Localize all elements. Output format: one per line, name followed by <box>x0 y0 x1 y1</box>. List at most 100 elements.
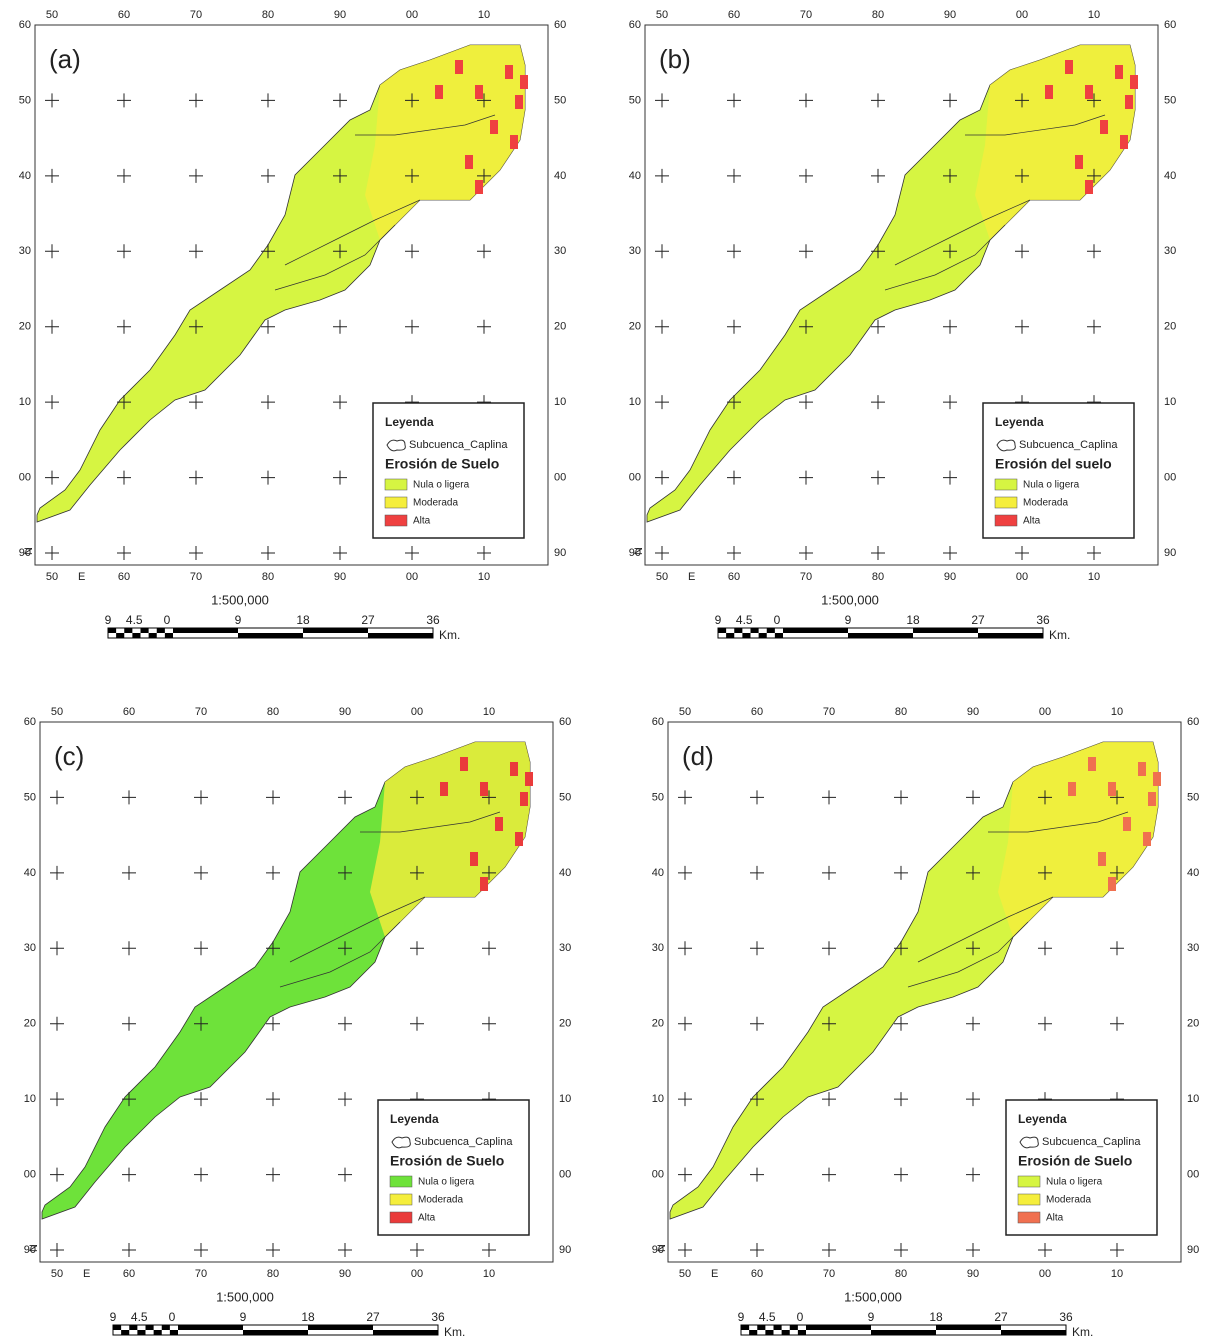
grid-cross <box>338 865 352 880</box>
right-label: 90 <box>1164 547 1176 559</box>
subbasin-line <box>274 224 396 291</box>
scale-cell <box>757 1325 766 1330</box>
scale-seg <box>806 1325 871 1330</box>
right-label: 40 <box>1187 867 1199 879</box>
right-label: 50 <box>559 791 571 803</box>
top-label: 70 <box>823 706 835 718</box>
legend-class: Alta <box>1046 1213 1064 1224</box>
right-label: 10 <box>1187 1093 1199 1105</box>
grid-cross <box>799 546 813 560</box>
scale-cell <box>164 633 173 638</box>
grid-cross <box>189 395 203 410</box>
grid-cross <box>894 1167 908 1182</box>
grid-cross <box>266 1167 280 1182</box>
grid-cross <box>966 1016 980 1031</box>
left-label: 00 <box>24 1168 36 1180</box>
grid-cross <box>266 1243 280 1257</box>
scale-seg <box>1001 1330 1066 1335</box>
grid-cross <box>194 1243 208 1257</box>
scale-cell <box>108 628 117 633</box>
grid-cross <box>750 1167 764 1182</box>
grid-cross <box>727 319 741 334</box>
left-label: 90 <box>652 1244 664 1256</box>
legend-swatch <box>994 514 1018 527</box>
grid-cross <box>894 1243 908 1257</box>
legend-swatch <box>384 478 408 491</box>
grid-cross <box>194 1016 208 1031</box>
scale-label: 36 <box>1036 613 1050 627</box>
grid-cross <box>871 93 885 108</box>
scale-cell <box>145 1325 154 1330</box>
grid-cross <box>894 941 908 956</box>
grid-cross <box>943 244 957 259</box>
top-label: 00 <box>1016 9 1028 21</box>
grid-cross <box>266 865 280 880</box>
left-label: 40 <box>19 170 31 182</box>
right-label: 00 <box>1164 471 1176 483</box>
scale-ratio: 1:500,000 <box>216 1289 274 1304</box>
grid-cross <box>45 244 59 259</box>
left-label: 90 <box>24 1244 36 1256</box>
bottom-label: 50 <box>46 571 58 583</box>
grid-cross <box>50 1092 64 1107</box>
scale-cell <box>153 1330 162 1335</box>
scale-label: 9 <box>738 1310 745 1324</box>
grid-cross <box>266 1092 280 1107</box>
grid-cross <box>122 1167 136 1182</box>
legend-title: Leyenda <box>385 415 434 429</box>
grid-cross <box>482 865 496 880</box>
right-label: 00 <box>559 1168 571 1180</box>
high-erosion <box>490 120 498 134</box>
high-erosion <box>435 85 443 99</box>
scale-label: 18 <box>301 1310 315 1324</box>
grid-cross <box>122 790 136 805</box>
grid-cross <box>482 941 496 956</box>
left-label: 10 <box>652 1093 664 1105</box>
grid-cross <box>405 546 419 560</box>
grid-cross <box>678 865 692 880</box>
grid-cross <box>405 168 419 183</box>
grid-cross <box>871 395 885 410</box>
grid-cross <box>189 93 203 108</box>
top-label: 60 <box>123 706 135 718</box>
scale-seg <box>238 633 303 638</box>
bottom-label: 80 <box>267 1268 279 1280</box>
grid-cross <box>261 168 275 183</box>
scale-cell <box>129 1325 138 1330</box>
scale-label: 9 <box>235 613 242 627</box>
grid-cross <box>1110 865 1124 880</box>
scale-seg <box>373 1330 438 1335</box>
grid-cross <box>194 865 208 880</box>
legend-class: Nula o ligera <box>418 1177 475 1188</box>
bottom-label: 00 <box>1039 1268 1051 1280</box>
grid-cross <box>943 319 957 334</box>
high-erosion <box>475 85 483 99</box>
grid-cross <box>727 93 741 108</box>
grid-cross <box>822 1167 836 1182</box>
right-label: 30 <box>554 245 566 257</box>
boundary-icon <box>1019 1136 1039 1149</box>
legend-title: Leyenda <box>1018 1112 1067 1126</box>
high-erosion <box>1138 762 1146 776</box>
grid-cross <box>678 1243 692 1257</box>
grid-cross <box>727 546 741 560</box>
grid-cross <box>338 1243 352 1257</box>
high-erosion <box>1153 772 1161 786</box>
top-label: 70 <box>195 706 207 718</box>
top-label: 90 <box>967 706 979 718</box>
right-label: 40 <box>554 170 566 182</box>
scale-seg <box>978 633 1043 638</box>
legend-boundary: Subcuenca_Caplina <box>1019 439 1118 451</box>
top-label: 80 <box>872 9 884 21</box>
grid-cross <box>966 1167 980 1182</box>
high-erosion <box>1130 75 1138 89</box>
scale-cell <box>742 633 751 638</box>
legend-class: Moderada <box>1046 1195 1091 1206</box>
bottom-label: 50 <box>51 1268 63 1280</box>
top-label: 70 <box>190 9 202 21</box>
bottom-label: 50 <box>679 1268 691 1280</box>
scale-unit: Km. <box>439 628 460 642</box>
scale-cell <box>758 633 767 638</box>
high-erosion <box>1123 817 1131 831</box>
high-erosion <box>1085 180 1093 194</box>
